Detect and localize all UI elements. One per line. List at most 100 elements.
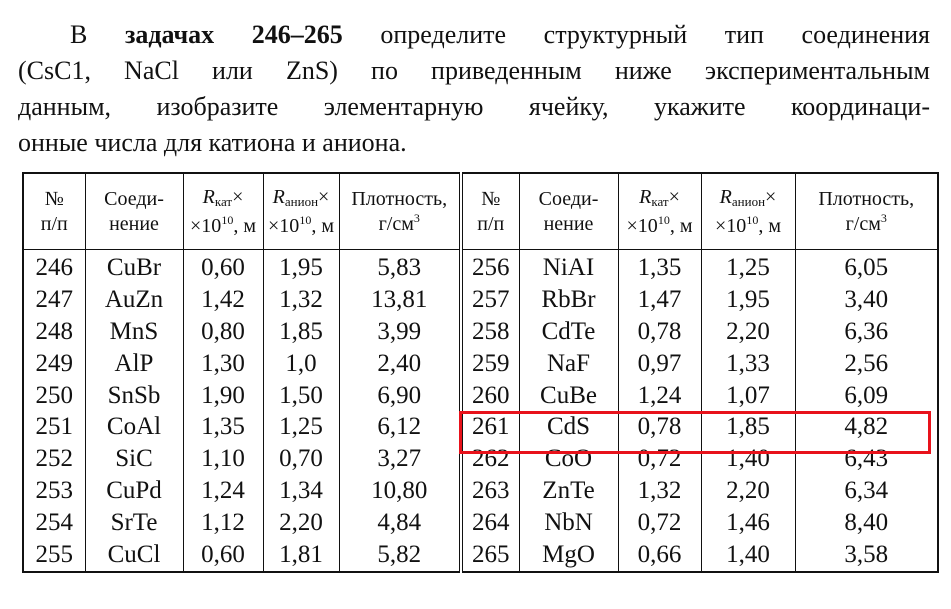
table-cell: MgO	[518, 539, 619, 572]
header-cell: Соеди-нение	[518, 172, 619, 250]
header-line: Плотность,	[796, 187, 938, 212]
table-row: 250 SnSb 1,90 1,50 6,90 260 CuBe 1,24 1,07 6,09	[22, 379, 939, 412]
intro-line: (CsC1, NaCl или ZnS) по приведенным ниже…	[18, 56, 930, 85]
table-cell: AlP	[84, 347, 184, 380]
table-row: 247 AuZn 1,42 1,32 13,81 257 RbBr 1,47 1,95 3,40	[22, 283, 939, 316]
header-cell: Соеди-нение	[84, 172, 184, 250]
header-text: , м	[233, 214, 256, 237]
table-cell: 2,20	[700, 315, 796, 348]
header-line: нение	[86, 212, 183, 237]
table-cell: 2,56	[794, 347, 939, 380]
header-line: п/п	[463, 212, 519, 237]
header-text: , м	[758, 214, 781, 237]
table-body: 246 CuBr 0,60 1,95 5,83 256 NiAI 1,35 1,25 6,05 24…	[22, 249, 939, 572]
header-text: ×10	[715, 214, 747, 237]
header-text: ×	[232, 185, 244, 208]
table-cell: 8,40	[794, 507, 939, 540]
header-text: Соеди-	[104, 187, 164, 210]
header-cell: Rанион× ×1010, м	[262, 172, 340, 250]
header-line: г/см3	[796, 212, 938, 237]
header-cell: Плотность, г/см3	[338, 172, 463, 250]
table-cell: 263	[460, 475, 520, 508]
table-cell: 251	[22, 411, 86, 444]
header-sup: 10	[657, 212, 670, 227]
table-cell: 6,43	[794, 443, 939, 476]
table-cell: NiAI	[518, 249, 619, 284]
header-line: п/п	[24, 212, 85, 237]
table-cell: 250	[22, 379, 86, 412]
header-line: №	[463, 187, 519, 212]
intro-line: В задачах 246–265 определите структурный…	[70, 20, 930, 50]
table-cell: CuBe	[518, 379, 619, 412]
table-cell: 1,07	[700, 379, 796, 412]
table-header: № п/п Соеди-нение Rкат× ×1010, м Rанион× ×1010…	[22, 172, 939, 250]
header-cell: Rанион× ×1010, м	[700, 172, 796, 250]
table-cell: NaF	[518, 347, 619, 380]
header-text: Плотность,	[351, 187, 448, 210]
header-text: ×	[765, 185, 777, 208]
table-cell: 256	[460, 249, 520, 284]
header-text: ×10	[626, 214, 658, 237]
table-cell: 4,84	[338, 507, 463, 540]
header-text: Плотность,	[818, 187, 915, 210]
table-cell: MnS	[84, 315, 184, 348]
table-cell: 1,81	[262, 539, 340, 572]
table-cell: 258	[460, 315, 520, 348]
header-text: ×10	[190, 214, 222, 237]
table-cell: 5,83	[338, 249, 463, 284]
table-cell: 6,05	[794, 249, 939, 284]
table-cell: 249	[22, 347, 86, 380]
table-cell: SrTe	[84, 507, 184, 540]
table-cell: 1,24	[182, 475, 264, 508]
header-text: ×	[318, 185, 330, 208]
header-line: Rанион×	[264, 185, 339, 214]
table-cell: 1,85	[262, 315, 340, 348]
table-cell: 252	[22, 443, 86, 476]
table-row: 253 CuPd 1,24 1,34 10,80 263 ZnTe 1,32 2,20 6,34	[22, 475, 939, 508]
header-cell: Rкат× ×1010, м	[617, 172, 702, 250]
table-cell: 255	[22, 539, 86, 572]
table-cell: 3,58	[794, 539, 939, 572]
table-cell: 248	[22, 315, 86, 348]
header-symbol: R	[202, 185, 215, 208]
header-text: Соеди-	[538, 187, 599, 210]
table-cell: 10,80	[338, 475, 463, 508]
table-cell: 1,90	[182, 379, 264, 412]
table-cell: CdTe	[518, 315, 619, 348]
table-cell: 2,20	[262, 507, 340, 540]
table-row: 248 MnS 0,80 1,85 3,99 258 CdTe 0,78 2,20 6,36	[22, 315, 939, 348]
intro-line: данным, изобразите элементарную ячейку, …	[18, 92, 930, 121]
table-cell: 6,34	[794, 475, 939, 508]
table-cell: 1,32	[262, 283, 340, 316]
table-cell: 254	[22, 507, 86, 540]
table-cell: 1,40	[700, 443, 796, 476]
header-sup: 10	[746, 212, 759, 227]
header-line: ×1010, м	[619, 214, 701, 239]
header-text: ×	[668, 185, 680, 208]
table-cell: 6,36	[794, 315, 939, 348]
table-cell: 1,34	[262, 475, 340, 508]
header-cell: № п/п	[22, 172, 86, 250]
table-cell: 0,78	[617, 411, 702, 444]
table-cell: 1,95	[700, 283, 796, 316]
header-sup: 3	[880, 210, 887, 225]
table-cell: 0,97	[617, 347, 702, 380]
table-cell: 0,60	[182, 539, 264, 572]
table-cell: 3,40	[794, 283, 939, 316]
header-text: №	[44, 187, 64, 210]
header-text: , м	[669, 214, 693, 237]
table-cell: ZnTe	[518, 475, 619, 508]
table-cell: 0,72	[617, 443, 702, 476]
table-cell: 247	[22, 283, 86, 316]
table-cell: 259	[460, 347, 520, 380]
table-cell: 265	[460, 539, 520, 572]
table-cell: 246	[22, 249, 86, 284]
table-cell: 253	[22, 475, 86, 508]
table-cell: CoO	[518, 443, 619, 476]
header-text: г/см	[845, 212, 881, 235]
table-cell: CoAl	[84, 411, 184, 444]
table-cell: 0,80	[182, 315, 264, 348]
table-cell: CuPd	[84, 475, 184, 508]
